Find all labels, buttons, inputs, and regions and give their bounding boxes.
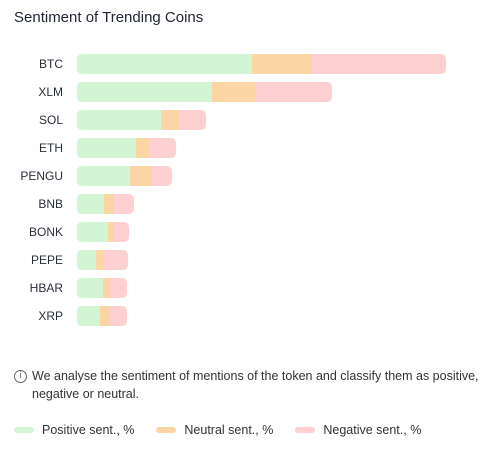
- bar-xrp-positive[interactable]: [77, 306, 100, 326]
- category-label-pengu: PENGU: [20, 169, 63, 183]
- bar-pengu-neutral[interactable]: [130, 166, 152, 186]
- bar-sol-negative[interactable]: [179, 110, 206, 130]
- category-label-btc: BTC: [39, 57, 63, 71]
- category-label-pepe: PEPE: [31, 253, 63, 267]
- bar-xrp-negative[interactable]: [110, 306, 127, 326]
- bar-sol-neutral[interactable]: [161, 110, 179, 130]
- bar-group-bonk[interactable]: [77, 222, 129, 242]
- bar-bonk-positive[interactable]: [77, 222, 108, 242]
- bar-group-pepe[interactable]: [77, 250, 128, 270]
- bar-group-btc[interactable]: [77, 54, 446, 74]
- legend-label-neutral: Neutral sent., %: [184, 423, 274, 437]
- legend: Positive sent., % Neutral sent., % Negat…: [14, 423, 421, 437]
- bar-sol-positive[interactable]: [77, 110, 161, 130]
- bar-group-xrp[interactable]: [77, 306, 127, 326]
- category-label-sol: SOL: [39, 113, 63, 127]
- category-label-xlm: XLM: [38, 85, 63, 99]
- stacked-bar-chart: BTC XLM SOL ETH PENGU BNB BONK PEPE HBAR XRP: [20, 54, 446, 326]
- legend-item-positive[interactable]: Positive sent., %: [14, 423, 134, 437]
- bar-pepe-positive[interactable]: [77, 250, 96, 270]
- bar-xlm-neutral[interactable]: [212, 82, 256, 102]
- bar-group-xlm[interactable]: [77, 82, 332, 102]
- bar-bnb-negative[interactable]: [114, 194, 134, 214]
- bar-pengu-positive[interactable]: [77, 166, 130, 186]
- bar-xlm-positive[interactable]: [77, 82, 212, 102]
- bar-eth-negative[interactable]: [149, 138, 176, 158]
- bar-pepe-neutral[interactable]: [96, 250, 104, 270]
- bar-btc-neutral[interactable]: [252, 54, 312, 74]
- bar-btc-positive[interactable]: [77, 54, 252, 74]
- bar-eth-positive[interactable]: [77, 138, 136, 158]
- bar-xlm-negative[interactable]: [256, 82, 332, 102]
- bar-hbar-neutral[interactable]: [103, 278, 110, 298]
- bar-btc-negative[interactable]: [312, 54, 446, 74]
- category-label-bnb: BNB: [38, 197, 63, 211]
- bar-pepe-negative[interactable]: [104, 250, 128, 270]
- bar-bnb-positive[interactable]: [77, 194, 104, 214]
- bar-group-bnb[interactable]: [77, 194, 134, 214]
- chart-title: Sentiment of Trending Coins: [14, 9, 204, 26]
- legend-swatch-negative: [295, 427, 316, 433]
- info-text: We analyse the sentiment of mentions of …: [32, 369, 479, 401]
- bar-xrp-neutral[interactable]: [100, 306, 110, 326]
- bar-hbar-negative[interactable]: [110, 278, 127, 298]
- bar-eth-neutral[interactable]: [136, 138, 149, 158]
- bar-pengu-negative[interactable]: [152, 166, 172, 186]
- legend-item-neutral[interactable]: Neutral sent., %: [156, 423, 273, 437]
- bar-group-pengu[interactable]: [77, 166, 172, 186]
- category-label-hbar: HBAR: [30, 281, 64, 295]
- category-label-bonk: BONK: [29, 225, 63, 239]
- bar-hbar-positive[interactable]: [77, 278, 103, 298]
- bar-group-eth[interactable]: [77, 138, 176, 158]
- bar-group-hbar[interactable]: [77, 278, 127, 298]
- bar-bonk-neutral[interactable]: [108, 222, 114, 242]
- legend-swatch-neutral: [156, 427, 177, 433]
- legend-swatch-positive: [14, 427, 34, 433]
- category-label-eth: ETH: [39, 141, 63, 155]
- legend-label-negative: Negative sent., %: [323, 423, 422, 437]
- category-label-xrp: XRP: [38, 309, 63, 323]
- legend-item-negative[interactable]: Negative sent., %: [295, 423, 421, 437]
- info-note: i We analyse the sentiment of mentions o…: [14, 367, 484, 403]
- info-icon: i: [14, 370, 27, 383]
- legend-label-positive: Positive sent., %: [42, 423, 135, 437]
- bar-group-sol[interactable]: [77, 110, 206, 130]
- bar-bnb-neutral[interactable]: [104, 194, 114, 214]
- bar-bonk-negative[interactable]: [114, 222, 129, 242]
